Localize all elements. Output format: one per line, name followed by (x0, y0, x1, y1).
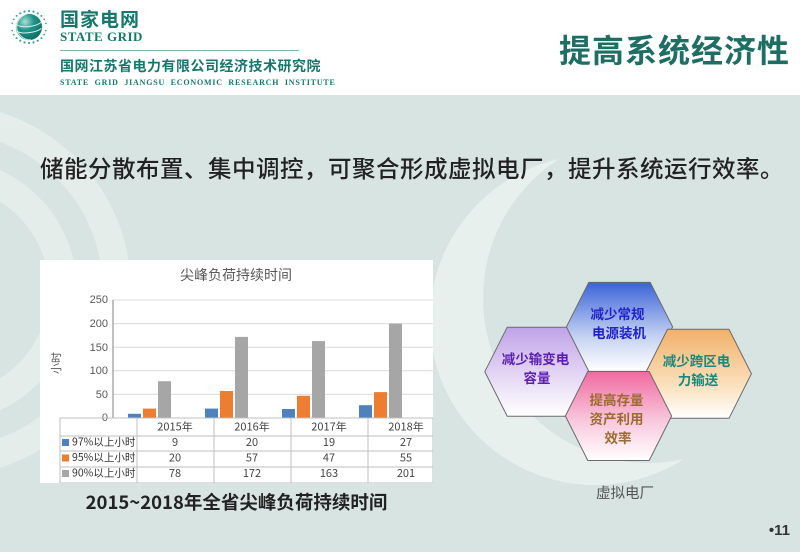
svg-text:减少常规 电源装机: 减少常规 电源装机 (590, 303, 647, 342)
